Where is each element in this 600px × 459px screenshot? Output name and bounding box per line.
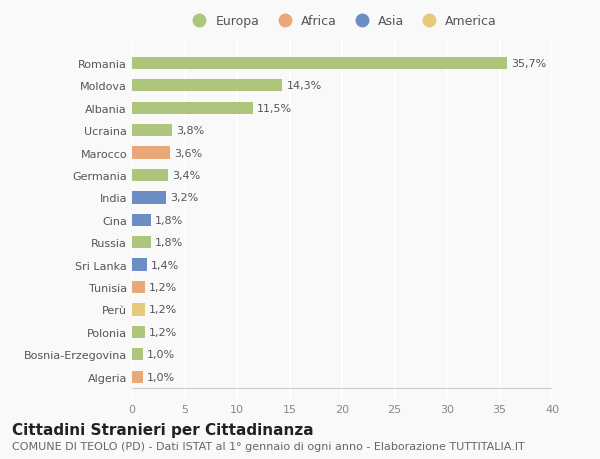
Text: Cittadini Stranieri per Cittadinanza: Cittadini Stranieri per Cittadinanza (12, 422, 314, 437)
Bar (132, 147, 170, 159)
Bar (132, 304, 145, 316)
Text: 1,8%: 1,8% (155, 238, 184, 248)
Text: 1,2%: 1,2% (149, 282, 177, 292)
Bar (132, 192, 166, 204)
Bar (132, 80, 282, 92)
Text: 14,3%: 14,3% (286, 81, 322, 91)
Text: 1,2%: 1,2% (149, 327, 177, 337)
Text: 1,4%: 1,4% (151, 260, 179, 270)
Text: 1,2%: 1,2% (149, 305, 177, 315)
Text: COMUNE DI TEOLO (PD) - Dati ISTAT al 1° gennaio di ogni anno - Elaborazione TUTT: COMUNE DI TEOLO (PD) - Dati ISTAT al 1° … (12, 441, 525, 451)
Bar (132, 102, 253, 115)
Bar (132, 326, 145, 338)
Text: 3,2%: 3,2% (170, 193, 198, 203)
Text: 3,4%: 3,4% (172, 171, 200, 180)
Bar (132, 371, 143, 383)
Text: 11,5%: 11,5% (257, 103, 292, 113)
Bar (132, 259, 146, 271)
Text: 1,8%: 1,8% (155, 215, 184, 225)
Bar (132, 125, 172, 137)
Text: 35,7%: 35,7% (511, 59, 546, 69)
Bar (132, 57, 507, 70)
Legend: Europa, Africa, Asia, America: Europa, Africa, Asia, America (187, 15, 497, 28)
Bar (132, 169, 168, 182)
Bar (132, 236, 151, 249)
Bar (132, 214, 151, 226)
Text: 3,8%: 3,8% (176, 126, 205, 136)
Bar (132, 281, 145, 294)
Text: 1,0%: 1,0% (146, 350, 175, 359)
Bar (132, 348, 143, 361)
Text: 3,6%: 3,6% (174, 148, 202, 158)
Text: 1,0%: 1,0% (146, 372, 175, 382)
